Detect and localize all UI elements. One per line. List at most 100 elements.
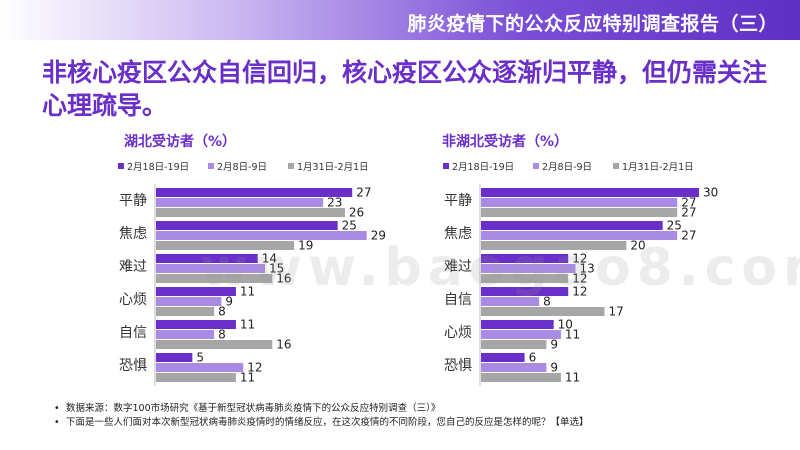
legend-swatch bbox=[288, 163, 294, 169]
header-bar: 肺炎疫情下的公众反应特别调查报告（三） bbox=[0, 0, 800, 40]
data-label: 13 bbox=[579, 262, 594, 276]
data-label: 27 bbox=[681, 206, 696, 220]
data-label: 6 bbox=[529, 351, 537, 365]
data-label: 14 bbox=[262, 252, 277, 266]
data-label: 19 bbox=[298, 239, 313, 253]
bar bbox=[481, 287, 569, 296]
data-label: 16 bbox=[276, 338, 291, 352]
headline: 非核心疫区公众自信回归，核心疫区公众逐渐归平静，但仍需关注心理疏导。 bbox=[42, 58, 768, 120]
bar bbox=[156, 320, 236, 329]
category-label: 心烦 bbox=[444, 325, 472, 341]
data-label: 25 bbox=[342, 219, 357, 233]
footnote-source: 数据来源：数字100市场研究《基于新型冠状病毒肺炎疫情下的公众反应特别调查（三）… bbox=[54, 402, 776, 416]
legend-label: 2月18日-19日 bbox=[127, 162, 189, 173]
data-label: 30 bbox=[703, 186, 718, 200]
bar bbox=[481, 188, 699, 197]
chart-title: 湖北受访者（%） bbox=[124, 133, 236, 150]
data-label: 17 bbox=[609, 305, 624, 319]
data-label: 12 bbox=[572, 252, 587, 266]
data-label: 16 bbox=[276, 272, 291, 286]
bar bbox=[481, 340, 547, 349]
legend-swatch bbox=[613, 163, 619, 169]
legend-swatch bbox=[443, 163, 449, 169]
bar bbox=[481, 353, 525, 362]
bar bbox=[481, 221, 663, 230]
data-label: 10 bbox=[558, 318, 573, 332]
data-label: 11 bbox=[240, 285, 255, 299]
data-label: 27 bbox=[681, 229, 696, 243]
category-label: 焦虑 bbox=[444, 226, 472, 242]
category-label: 恐惧 bbox=[119, 358, 147, 374]
category-label: 平静 bbox=[444, 193, 472, 209]
bar bbox=[156, 373, 236, 382]
legend-label: 1月31日-2月1日 bbox=[622, 162, 694, 173]
data-label: 11 bbox=[565, 328, 580, 342]
data-label: 9 bbox=[225, 295, 233, 309]
category-label: 心烦 bbox=[119, 292, 147, 308]
bar bbox=[481, 320, 554, 329]
legend-label: 2月18日-19日 bbox=[452, 162, 514, 173]
category-label: 焦虑 bbox=[119, 226, 147, 242]
bar bbox=[481, 274, 569, 283]
data-label: 5 bbox=[196, 351, 204, 365]
bar bbox=[481, 208, 678, 217]
legend-swatch bbox=[533, 163, 539, 169]
data-label: 11 bbox=[565, 371, 580, 385]
data-label: 12 bbox=[572, 285, 587, 299]
legend-label: 1月31日-2月1日 bbox=[297, 162, 369, 173]
report-title: 肺炎疫情下的公众反应特别调查报告（三） bbox=[407, 13, 778, 35]
legend-swatch bbox=[208, 163, 214, 169]
bar bbox=[156, 307, 215, 316]
bar bbox=[156, 330, 215, 339]
category-label: 自信 bbox=[119, 325, 147, 341]
bar bbox=[481, 373, 561, 382]
bar bbox=[156, 188, 353, 197]
footnotes: 数据来源：数字100市场研究《基于新型冠状病毒肺炎疫情下的公众反应特别调查（三）… bbox=[54, 402, 776, 430]
bar bbox=[481, 198, 678, 207]
data-label: 11 bbox=[240, 371, 255, 385]
data-label: 27 bbox=[681, 196, 696, 210]
bar bbox=[156, 241, 295, 250]
bar bbox=[481, 254, 569, 263]
data-label: 12 bbox=[247, 361, 262, 375]
data-label: 26 bbox=[349, 206, 364, 220]
bar bbox=[156, 231, 367, 240]
bar bbox=[481, 297, 540, 306]
legend-swatch bbox=[118, 163, 124, 169]
bar bbox=[156, 274, 273, 283]
legend-label: 2月8日-9日 bbox=[542, 162, 592, 173]
bar bbox=[481, 307, 605, 316]
bar bbox=[481, 264, 576, 273]
data-label: 9 bbox=[550, 361, 558, 375]
bar bbox=[156, 254, 258, 263]
data-label: 20 bbox=[630, 239, 645, 253]
bar bbox=[156, 363, 244, 372]
data-label: 11 bbox=[240, 318, 255, 332]
category-label: 自信 bbox=[444, 292, 472, 308]
chart-title: 非湖北受访者（%） bbox=[442, 133, 568, 150]
data-label: 27 bbox=[356, 186, 371, 200]
bar bbox=[481, 241, 627, 250]
data-label: 25 bbox=[667, 219, 682, 233]
data-label: 8 bbox=[218, 305, 226, 319]
category-label: 平静 bbox=[119, 193, 147, 209]
data-label: 23 bbox=[327, 196, 342, 210]
bar bbox=[481, 231, 678, 240]
bar bbox=[156, 198, 324, 207]
bar bbox=[156, 264, 265, 273]
footnote-question: 下面是一些人们面对本次新型冠状病毒肺炎疫情时的情绪反应，在这次疫情的不同阶段，您… bbox=[54, 416, 776, 430]
bar bbox=[156, 208, 345, 217]
bar bbox=[156, 221, 338, 230]
data-label: 8 bbox=[543, 295, 551, 309]
category-label: 难过 bbox=[444, 259, 472, 275]
data-label: 9 bbox=[550, 338, 558, 352]
legend-label: 2月8日-9日 bbox=[217, 162, 267, 173]
category-label: 难过 bbox=[119, 259, 147, 275]
watermark: www.baogao8.com bbox=[200, 238, 800, 298]
bar bbox=[156, 340, 273, 349]
data-label: 8 bbox=[218, 328, 226, 342]
data-label: 29 bbox=[371, 229, 386, 243]
category-label: 恐惧 bbox=[444, 358, 472, 374]
